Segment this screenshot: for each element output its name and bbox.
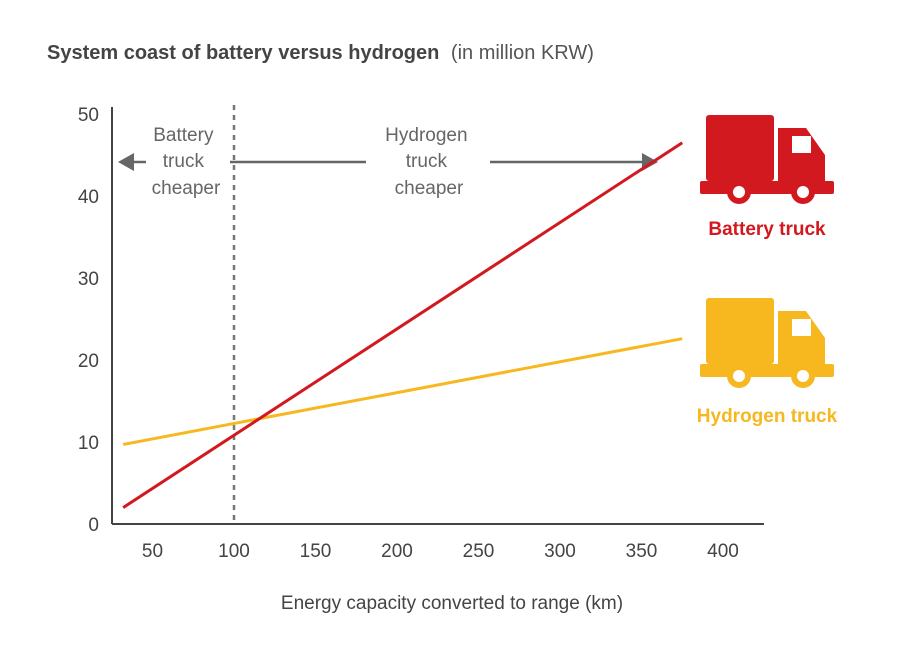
x-tick-label: 100 — [218, 541, 250, 562]
y-tick-label: 20 — [78, 351, 99, 372]
x-tick-labels: 50 100 150 200 250 300 350 400 — [142, 541, 739, 562]
battery-truck-line — [122, 141, 684, 509]
hydrogen-truck-icon — [700, 298, 834, 388]
hydrogen-cheaper-label: Hydrogen truck cheaper — [385, 125, 473, 199]
hydrogen-cheaper-line-1: Hydrogen — [385, 125, 467, 146]
legend-hydrogen-truck: Hydrogen truck — [697, 406, 838, 427]
x-tick-label: 200 — [381, 541, 413, 562]
chart-subtitle: (in million KRW) — [451, 42, 594, 64]
battery-cheaper-line-1: Battery — [153, 125, 214, 146]
x-tick-label: 50 — [142, 541, 163, 562]
battery-cheaper-line-2: truck — [163, 151, 205, 172]
battery-truck-icon — [700, 115, 834, 204]
chart-title-main: System coast of battery versus hydrogen — [47, 42, 439, 64]
x-tick-label: 250 — [463, 541, 495, 562]
battery-cheaper-line-3: cheaper — [152, 178, 221, 199]
x-axis-label: Energy capacity converted to range (km) — [281, 593, 623, 614]
y-tick-labels: 0 10 20 30 40 50 — [78, 105, 99, 536]
y-tick-label: 50 — [78, 105, 99, 126]
hydrogen-cheaper-line-2: truck — [406, 151, 448, 172]
hydrogen-truck-line — [122, 337, 683, 446]
battery-cheaper-label: Battery truck cheaper — [152, 125, 221, 199]
x-tick-label: 150 — [300, 541, 332, 562]
legend-battery-truck: Battery truck — [708, 219, 826, 240]
y-tick-label: 30 — [78, 269, 99, 290]
x-tick-label: 350 — [626, 541, 658, 562]
hydrogen-cheaper-line-3: cheaper — [395, 178, 464, 199]
series-lines — [122, 141, 684, 509]
y-tick-label: 40 — [78, 187, 99, 208]
x-tick-label: 400 — [707, 541, 739, 562]
x-tick-label: 300 — [544, 541, 576, 562]
y-tick-label: 0 — [88, 515, 99, 536]
left-arrow — [118, 153, 366, 171]
right-arrow — [490, 153, 658, 171]
y-tick-label: 10 — [78, 433, 99, 454]
chart-title: System coast of battery versus hydrogen … — [47, 42, 594, 64]
